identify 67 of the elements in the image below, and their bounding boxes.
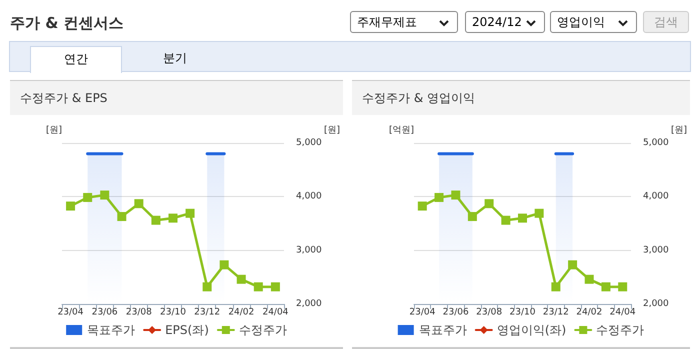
chart-title: 수정주가 & EPS — [10, 81, 343, 115]
point — [66, 202, 76, 211]
x-tick-label: 23/08 — [476, 308, 502, 318]
text: 주재무제표 — [350, 11, 458, 33]
point — [134, 199, 144, 208]
point — [584, 274, 594, 284]
legend-label: 수정주가 — [596, 323, 644, 337]
legend-label: 목표주가 — [418, 323, 467, 337]
point — [100, 190, 110, 200]
legend-label: 목표주가 — [87, 323, 136, 337]
x-tick-label: 23/12 — [542, 308, 569, 318]
y2-tick-label: 3,000 — [296, 245, 322, 256]
y2-axis-title: [원] — [670, 126, 688, 136]
y2-tick-label: 2,000 — [642, 299, 670, 309]
text: 분기 — [162, 50, 188, 67]
x-tick-label: 23/10 — [510, 308, 536, 318]
y2-tick-label: 5,000 — [642, 138, 670, 148]
point — [551, 282, 560, 292]
x-tick-label: 24/02 — [228, 308, 254, 318]
point — [270, 282, 280, 292]
point — [484, 199, 494, 208]
x-tick-label: 23/04 — [58, 308, 84, 318]
y2-tick-label: 4,000 — [296, 192, 322, 202]
text: 영업이익 — [550, 11, 637, 33]
point — [534, 208, 544, 218]
chart-title: 수정주가 & 영업이익 — [352, 81, 690, 115]
x-tick-label: 24/04 — [610, 308, 636, 318]
point — [451, 190, 460, 200]
point — [236, 274, 246, 284]
point — [468, 212, 477, 222]
x-tick-label: 24/02 — [576, 308, 602, 318]
y2-axis-title: [원] — [324, 126, 340, 136]
y2-tick-label: 3,000 — [642, 245, 670, 256]
point — [601, 282, 610, 292]
x-tick-label: 24/04 — [262, 308, 289, 318]
point — [254, 282, 263, 292]
legend-label: 영업이익(좌) — [496, 323, 566, 337]
x-tick-label: 23/10 — [160, 308, 186, 318]
x-tick-label: 23/04 — [409, 308, 436, 318]
point — [186, 208, 195, 218]
text: 검색 — [643, 11, 689, 33]
point — [518, 214, 527, 223]
x-tick-label: 23/08 — [126, 308, 152, 318]
y2-tick-label: 4,000 — [642, 192, 670, 202]
x-tick-label: 23/12 — [194, 308, 220, 318]
text: 주가 & 컨센서스 — [10, 14, 124, 33]
text: 연간 — [30, 46, 122, 73]
legend-label: 수정주가 — [238, 323, 287, 337]
y-axis-title: [원] — [46, 126, 62, 136]
point — [151, 216, 160, 225]
point — [83, 192, 92, 202]
point — [117, 212, 126, 222]
point — [418, 202, 427, 211]
point — [202, 282, 212, 292]
point — [220, 260, 229, 270]
x-tick-label: 23/06 — [92, 308, 118, 318]
point — [568, 260, 578, 270]
legend-label: EPS(좌) — [165, 323, 209, 337]
x-tick-label: 23/06 — [442, 308, 469, 318]
text: 2024/12 — [465, 11, 545, 33]
point — [501, 216, 510, 225]
y2-tick-label: 2,000 — [296, 299, 322, 309]
point — [434, 192, 444, 202]
y-axis-title: [억원] — [388, 126, 414, 136]
y2-tick-label: 5,000 — [296, 138, 322, 148]
point — [168, 214, 178, 223]
point — [618, 282, 628, 292]
